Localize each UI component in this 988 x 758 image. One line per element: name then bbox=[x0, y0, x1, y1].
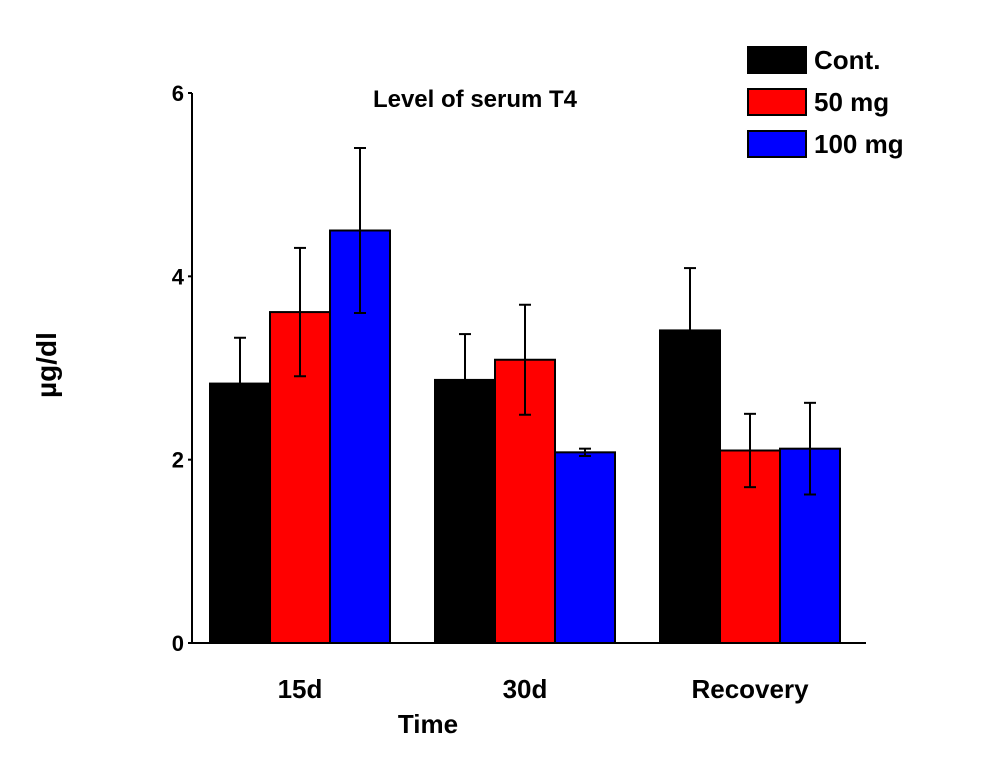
x-axis-label: Time bbox=[398, 709, 458, 739]
legend-swatch bbox=[747, 130, 807, 158]
chart-title: Level of serum T4 bbox=[373, 86, 578, 113]
legend-label: Cont. bbox=[814, 45, 880, 75]
y-axis-label: µg/dl bbox=[31, 332, 62, 398]
legend-label: 50 mg bbox=[814, 87, 889, 117]
y-tick-label: 2 bbox=[172, 448, 184, 473]
legend-swatch bbox=[747, 46, 807, 74]
x-tick-label: Recovery bbox=[691, 674, 809, 704]
y-tick-label: 0 bbox=[172, 631, 184, 656]
y-tick-label: 6 bbox=[172, 81, 184, 106]
legend: Cont. 50 mg 100 mg bbox=[747, 45, 904, 159]
plot-area: 0 2 4 6 15d 30d Recovery bbox=[172, 81, 866, 704]
legend-label: 100 mg bbox=[814, 129, 904, 159]
bar bbox=[554, 451, 616, 645]
x-tick-label: 15d bbox=[278, 674, 323, 704]
y-tick-label: 4 bbox=[172, 264, 185, 289]
x-tick-label: 30d bbox=[503, 674, 548, 704]
legend-swatch bbox=[747, 88, 807, 116]
